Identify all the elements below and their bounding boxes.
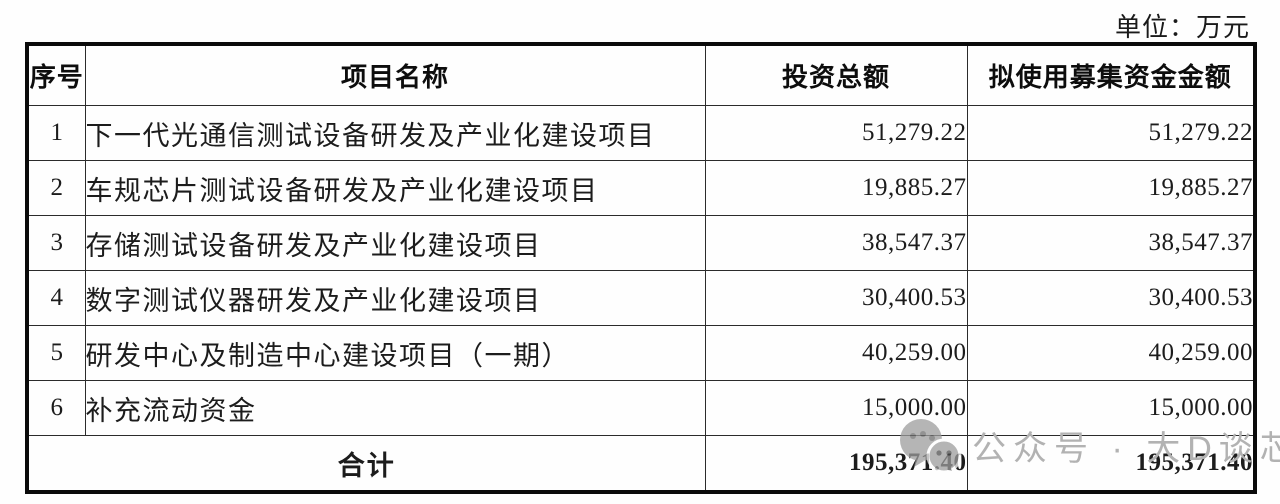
row-serial-no: 2 — [26, 160, 86, 216]
row-total-investment: 40,259.00 — [704, 325, 968, 381]
row-total-investment: 30,400.53 — [704, 270, 968, 326]
row-project-name: 数字测试仪器研发及产业化建设项目 — [84, 270, 706, 326]
row-raised-funds: 51,279.22 — [966, 105, 1256, 161]
col-header-raised-funds: 拟使用募集资金金额 — [966, 43, 1256, 106]
row-serial-no: 4 — [26, 270, 86, 326]
table-row: 4 数字测试仪器研发及产业化建设项目 30,400.53 30,400.53 — [26, 270, 1256, 326]
col-header-total-investment: 投资总额 — [704, 43, 968, 106]
table-row: 2 车规芯片测试设备研发及产业化建设项目 19,885.27 19,885.27 — [26, 160, 1256, 216]
row-serial-no: 6 — [26, 380, 86, 436]
table-row: 5 研发中心及制造中心建设项目（一期） 40,259.00 40,259.00 — [26, 325, 1256, 381]
row-raised-funds: 40,259.00 — [966, 325, 1256, 381]
row-serial-no: 3 — [26, 215, 86, 271]
row-total-investment: 38,547.37 — [704, 215, 968, 271]
row-total-investment: 19,885.27 — [704, 160, 968, 216]
row-serial-no: 1 — [26, 105, 86, 161]
fundraising-projects-table: 序号 项目名称 投资总额 拟使用募集资金金额 1 下一代光通信测试设备研发及产业… — [25, 42, 1257, 494]
table-header-row: 序号 项目名称 投资总额 拟使用募集资金金额 — [26, 43, 1256, 106]
row-total-investment: 15,000.00 — [704, 380, 968, 436]
table-row: 1 下一代光通信测试设备研发及产业化建设项目 51,279.22 51,279.… — [26, 105, 1256, 161]
row-project-name: 下一代光通信测试设备研发及产业化建设项目 — [84, 105, 706, 161]
row-raised-funds: 38,547.37 — [966, 215, 1256, 271]
col-header-serial-no: 序号 — [26, 43, 86, 106]
row-project-name: 车规芯片测试设备研发及产业化建设项目 — [84, 160, 706, 216]
table-row: 6 补充流动资金 15,000.00 15,000.00 — [26, 380, 1256, 436]
unit-label: 单位：万元 — [1114, 13, 1250, 42]
row-raised-funds: 30,400.53 — [966, 270, 1256, 326]
col-header-project-name: 项目名称 — [84, 43, 706, 106]
row-raised-funds: 15,000.00 — [966, 380, 1256, 436]
row-project-name: 存储测试设备研发及产业化建设项目 — [84, 215, 706, 271]
total-raised-funds: 195,371.40 — [966, 435, 1256, 493]
total-row: 合计 195,371.40 195,371.40 — [26, 435, 1256, 493]
row-total-investment: 51,279.22 — [704, 105, 968, 161]
total-investment: 195,371.40 — [704, 435, 968, 493]
row-raised-funds: 19,885.27 — [966, 160, 1256, 216]
total-label: 合计 — [26, 435, 706, 493]
row-serial-no: 5 — [26, 325, 86, 381]
row-project-name: 补充流动资金 — [84, 380, 706, 436]
row-project-name: 研发中心及制造中心建设项目（一期） — [84, 325, 706, 381]
table-row: 3 存储测试设备研发及产业化建设项目 38,547.37 38,547.37 — [26, 215, 1256, 271]
